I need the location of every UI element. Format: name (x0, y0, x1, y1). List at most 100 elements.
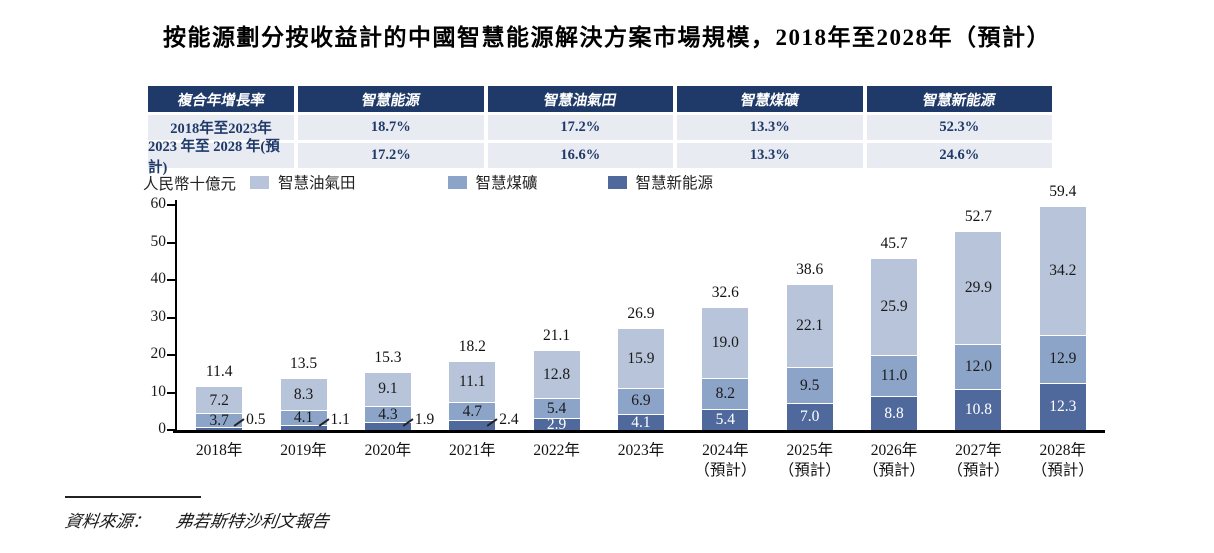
bar-segment (364, 422, 411, 430)
bar-segment: 10.8 (955, 389, 1002, 430)
x-axis-label-year: 2020年 (364, 442, 412, 459)
stacked-bar: 29.9 12.0 10.8 (955, 232, 1002, 430)
bar-segment (449, 421, 496, 430)
bar-segment: 15.9 (617, 329, 664, 389)
x-axis-label: 2027年 （預計） (936, 441, 1020, 481)
bar-segment: 34.2 (1039, 207, 1086, 336)
bar-slot: 11.4 7.2 3.7 0.5 2018年 (177, 205, 266, 459)
x-axis-label: 2020年 (346, 441, 430, 461)
bar-slot: 18.2 11.1 4.7 2.4 2021年 (430, 205, 519, 459)
bar-segment (280, 425, 327, 430)
bar-total-label: 13.5 (289, 355, 318, 373)
cagr-table-header-cell: 智慧油氣田 (487, 86, 673, 112)
stacked-bar: 9.1 4.3 (364, 372, 411, 430)
x-axis-label-year: 2023年 (617, 442, 665, 459)
bar-segment-label: 8.3 (293, 385, 314, 403)
bar-segment-label: 15.9 (627, 349, 655, 367)
x-axis-label-year: 2024年 (702, 442, 749, 459)
source-note: 資料來源： 弗若斯特沙利文報告 (63, 507, 330, 532)
x-axis-label-forecast: （預計） (947, 462, 1010, 480)
x-axis-label-forecast: （預計） (863, 462, 926, 480)
y-axis-tick (167, 279, 175, 281)
y-axis-tick-label: 0 (158, 420, 166, 437)
y-axis-tick (167, 316, 175, 319)
bar-segment (196, 428, 243, 430)
bar-slot: 13.5 8.3 4.1 1.1 2019年 (261, 205, 350, 459)
bar-segment-label: 12.0 (964, 357, 992, 375)
y-axis-tick-label: 20 (150, 345, 167, 362)
bar-segment: 29.9 (955, 232, 1002, 345)
legend-item: 智慧油氣田 (250, 171, 356, 193)
cagr-table-header-text: 智慧煤礦 (739, 92, 800, 109)
y-axis-tick-label: 10 (150, 382, 167, 400)
legend-item: 智慧煤礦 (447, 171, 538, 193)
y-axis-tick-label: 40 (150, 270, 167, 287)
bar-segment-label: 5.4 (546, 399, 567, 417)
legend-swatch (447, 175, 467, 189)
bar-segment: 8.3 (280, 379, 327, 411)
bar-total-label: 38.6 (796, 261, 824, 279)
bar-segment-label: 8.8 (884, 404, 904, 422)
x-axis-label-year: 2021年 (449, 442, 496, 459)
bars-area: 11.4 7.2 3.7 0.5 2018年 13.5 8.3 4.1 1.1 2019年 15.3… (177, 183, 1105, 479)
cagr-table-value-cell: 18.7% (298, 115, 484, 140)
bar-segment: 5.4 (533, 398, 580, 420)
bar-segment: 4.1 (617, 415, 664, 430)
legend-swatch (607, 175, 627, 189)
cagr-table-value-cell: 16.6% (487, 143, 673, 168)
x-axis-label: 2023年 (599, 441, 683, 461)
bar-segment: 9.5 (786, 368, 833, 404)
bar-segment-callout-label: 1.1 (330, 411, 350, 428)
bar-segment: 22.1 (786, 285, 833, 369)
bar-segment-label: 4.7 (462, 402, 482, 420)
y-axis-line (175, 200, 177, 433)
legend-swatch (250, 175, 269, 189)
cagr-table-value-cell: 13.3% (677, 115, 863, 140)
bar-total-label: 32.6 (711, 283, 739, 301)
bar-segment: 9.1 (364, 372, 411, 407)
bar-segment: 19.0 (702, 307, 749, 379)
bar-slot: 52.7 29.9 12.0 10.8 2027年 （預計） (936, 205, 1020, 479)
bar-segment-label: 3.7 (209, 411, 229, 429)
bar-slot: 21.1 12.8 5.4 2.9 2022年 (514, 205, 598, 459)
y-axis-unit-label: 人民幣十億元 (143, 176, 237, 193)
y-axis-tick (167, 391, 175, 394)
stacked-bar: 15.9 6.9 4.1 (617, 329, 664, 430)
bar-segment-label: 9.1 (378, 380, 398, 398)
bar-segment-label: 25.9 (880, 297, 908, 315)
x-axis-label-year: 2027年 (955, 442, 1002, 459)
legend: 智慧油氣田 智慧煤礦 智慧新能源 (250, 171, 713, 193)
y-axis-tick (167, 204, 175, 206)
x-axis-label-year: 2018年 (195, 442, 243, 459)
bar-segment-label: 8.2 (715, 385, 736, 403)
x-axis-label: 2022年 (514, 441, 598, 461)
bar-slot: 38.6 22.1 9.5 7.0 2025年 （預計） (768, 205, 852, 479)
bar-segment-label: 9.5 (800, 376, 820, 394)
bar-segment-label: 4.1 (293, 408, 314, 426)
x-axis-label: 2024年 （預計） (683, 441, 767, 481)
bar-segment: 3.7 (196, 411, 243, 429)
bar-total-label: 21.1 (543, 326, 571, 344)
bar-total-label: 11.4 (205, 363, 233, 381)
cagr-table-header-cell: 複合年增長率 (148, 86, 294, 112)
bar-segment: 12.3 (1039, 383, 1086, 430)
cagr-table-header-text: 智慧能源 (360, 92, 421, 109)
bar-segment-callout-label: 2.4 (499, 411, 519, 428)
bar-slot: 15.3 9.1 4.3 1.9 2020年 (346, 205, 435, 459)
bar-total-label: 18.2 (458, 337, 486, 355)
cagr-table: 複合年增長率 智慧能源 智慧油氣田 智慧煤礦 智慧新能源 2018年至2023年 18.7%… (148, 86, 1052, 176)
x-axis-label-year: 2025年 (786, 442, 833, 459)
x-axis-label: 2028年 （預計） (1021, 441, 1105, 481)
cagr-table-value-cell: 52.3% (866, 115, 1052, 140)
bar-segment-label: 11.0 (880, 367, 908, 385)
bar-total-label: 52.7 (964, 208, 992, 226)
cagr-table-header-cell: 智慧煤礦 (677, 86, 863, 112)
x-axis-label-forecast: （預計） (1031, 462, 1094, 480)
bar-segment-label: 34.2 (1049, 262, 1077, 280)
cagr-table-header-text: 智慧新能源 (921, 92, 997, 109)
stacked-bar: 22.1 9.5 7.0 (786, 285, 833, 430)
bar-segment-label: 12.9 (1049, 350, 1077, 368)
bar-segment-label: 2.9 (546, 415, 567, 433)
bar-segment: 12.0 (955, 344, 1002, 390)
